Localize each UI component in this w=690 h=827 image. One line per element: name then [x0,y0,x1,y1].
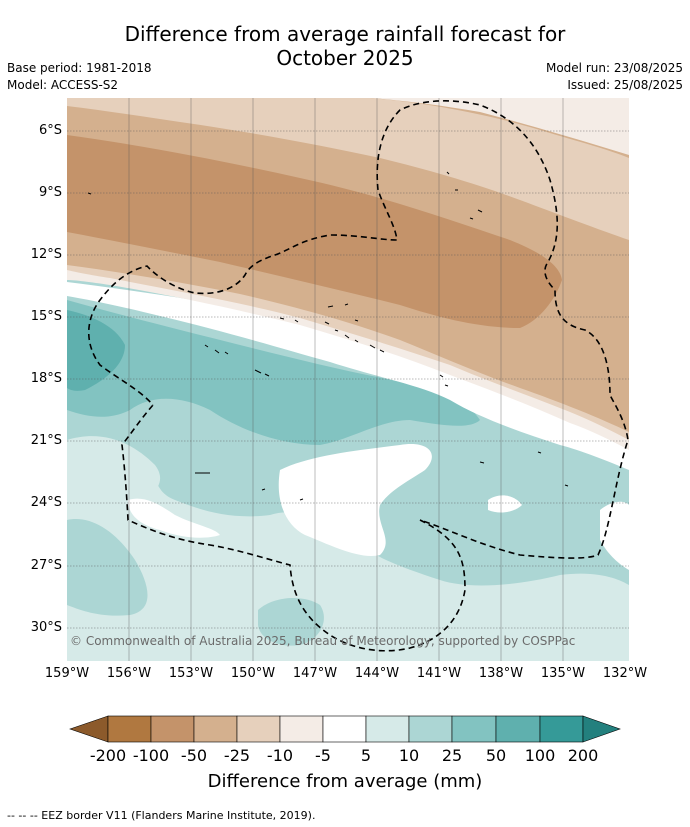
region-light-brown-band [67,262,629,450]
meridian-lines [128,98,564,661]
colorbar-tick: 10 [398,746,420,765]
region-white-far-east [600,501,629,570]
meta-right: Model run: 23/08/2025 Issued: 25/08/2025 [546,60,683,94]
lon-label: 156°W [106,666,152,681]
islands [87,171,569,501]
eez-footnote: -- -- -- EEZ border V11 (Flanders Marine… [7,809,316,822]
region-teal-southwest [67,519,148,616]
colorbar-cell [236,715,281,743]
lon-label: 141°W [416,666,462,681]
region-white-east [488,495,522,513]
colorbar-cell [495,715,541,743]
region-north-pale [67,98,629,155]
issued-date: Issued: 25/08/2025 [567,78,683,92]
colorbar-tick: -25 [223,746,251,765]
colorbar-tick: 25 [441,746,463,765]
region-white-center [278,444,432,556]
colorbar-cell [279,715,324,743]
colorbar-cell [107,715,152,743]
lat-label: 18°S [30,371,62,386]
colorbar-cell [150,715,195,743]
colorbar-cell [365,715,410,743]
colorbar-tick: 50 [485,746,507,765]
region-white-band [67,282,629,470]
title-line-2: October 2025 [276,46,414,70]
lat-label: 24°S [30,495,62,510]
colorbar-cell [193,715,238,743]
lon-label: 147°W [292,666,338,681]
base-period: Base period: 1981-2018 [7,61,152,75]
colorbar-tick: 200 [567,746,599,765]
lat-label: 6°S [38,123,62,138]
lat-label: 12°S [30,247,62,262]
lat-label: 15°S [30,309,62,324]
colorbar-tick: -50 [180,746,208,765]
title-line-1: Difference from average rainfall forecas… [124,22,566,46]
colorbar-tick: -200 [89,746,127,765]
colorbar-title: Difference from average (mm) [207,771,483,792]
lon-label: 138°W [478,666,524,681]
colorbar-tick: 100 [524,746,556,765]
region-teal-south [258,598,324,646]
colorbar-cell [539,715,584,743]
lon-label: 150°W [230,666,276,681]
lat-label: 27°S [30,558,62,573]
colorbar-cell [322,715,367,743]
colorbar-tick: -10 [266,746,294,765]
lon-label: 159°W [44,666,90,681]
region-light-teal-south [67,458,629,661]
grid-lines [67,130,629,629]
colorbar-tick: -5 [315,746,331,765]
colorbar-tick: -100 [132,746,170,765]
region-light-teal-west [67,436,161,512]
lon-label: 144°W [354,666,400,681]
map-title: Difference from average rainfall forecas… [0,22,690,70]
lat-label: 9°S [38,185,62,200]
lat-label: 21°S [30,433,62,448]
region-white-west [128,498,220,538]
model-name: Model: ACCESS-S2 [7,78,119,92]
colorbar-max-arrow [582,715,621,743]
colorbar-cell [451,715,497,743]
rainfall-field [67,98,629,661]
lon-label: 132°W [602,666,648,681]
lon-label: 153°W [168,666,214,681]
colorbar-tick: 5 [360,746,372,765]
meta-left: Base period: 1981-2018 Model: ACCESS-S2 [7,60,152,94]
colorbar-min-arrow [69,715,109,743]
eez-border [88,100,629,652]
region-dark-teal-west [67,310,125,391]
copyright-notice: © Commonwealth of Australia 2025, Bureau… [70,634,576,648]
model-run: Model run: 23/08/2025 [545,61,683,75]
colorbar-cell [408,715,453,743]
lat-label: 30°S [30,620,62,635]
colorbar [69,715,621,743]
lon-label: 135°W [540,666,586,681]
region-north-tan [67,98,629,240]
